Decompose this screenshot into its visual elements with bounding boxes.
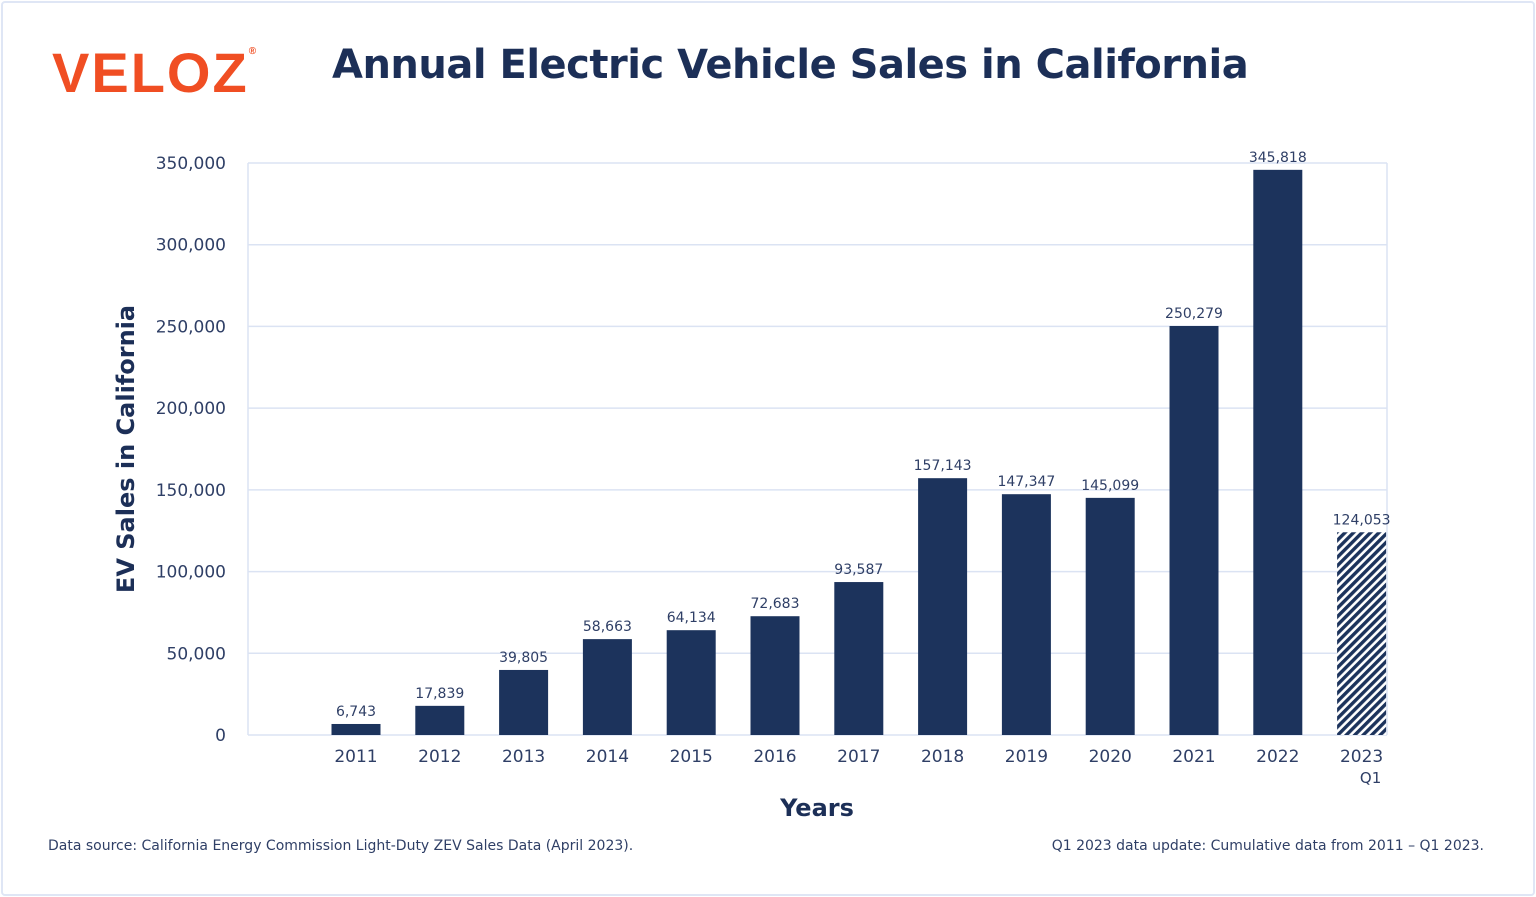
y-tick-label: 300,000 [156, 236, 226, 256]
x-tick-label: 2023 [1340, 747, 1383, 767]
x-tick-label: 2022 [1256, 747, 1299, 767]
value-label: 147,347 [997, 474, 1055, 490]
bar-2013 [499, 669, 549, 735]
y-tick-label: 0 [215, 726, 226, 746]
value-label: 64,134 [667, 610, 716, 626]
x-tick-label: 2021 [1172, 747, 1215, 767]
value-label: 124,053 [1333, 512, 1391, 528]
bar-2020 [1085, 497, 1135, 735]
value-label: 6,743 [336, 704, 376, 720]
chart-title: Annual Electric Vehicle Sales in Califor… [332, 42, 1249, 88]
logo-mark: ® [248, 46, 259, 57]
x-tick-label: 2016 [753, 747, 796, 767]
y-tick-label: 250,000 [156, 317, 226, 337]
value-label: 145,099 [1081, 478, 1139, 494]
bar-2014 [582, 639, 632, 735]
value-label: 345,818 [1249, 150, 1307, 166]
value-label: 72,683 [751, 596, 800, 612]
x-axis-title: Years [779, 794, 854, 822]
y-tick-label: 200,000 [156, 399, 226, 419]
x-tick-label: 2014 [586, 747, 629, 767]
bar-2011 [331, 723, 381, 735]
y-tick-label: 100,000 [156, 563, 226, 583]
x-tick-sublabel: Q1 [1360, 769, 1381, 787]
x-tick-label: 2017 [837, 747, 880, 767]
data-source-note: Data source: California Energy Commissio… [48, 838, 634, 854]
bar-2023 [1337, 532, 1387, 735]
bar-2022 [1253, 169, 1303, 735]
veloz-logo: VELOZ® [52, 40, 258, 105]
bar-2019 [1001, 494, 1051, 735]
value-label: 157,143 [914, 458, 972, 474]
y-tick-label: 350,000 [156, 154, 226, 174]
x-tick-label: 2015 [670, 747, 713, 767]
bar-2017 [834, 582, 884, 735]
x-tick-label: 2011 [334, 747, 377, 767]
y-tick-label: 150,000 [156, 481, 226, 501]
bar-2016 [750, 616, 800, 735]
x-tick-label: 2018 [921, 747, 964, 767]
y-tick-label: 50,000 [167, 644, 226, 664]
x-tick-label: 2019 [1005, 747, 1048, 767]
bar-2018 [918, 478, 968, 735]
x-tick-label: 2012 [418, 747, 461, 767]
value-label: 39,805 [499, 650, 548, 666]
value-label: 250,279 [1165, 306, 1223, 322]
value-label: 93,587 [834, 562, 883, 578]
bar-2012 [415, 705, 465, 735]
value-label: 58,663 [583, 619, 632, 635]
bar-2015 [666, 630, 716, 735]
x-tick-label: 2020 [1089, 747, 1132, 767]
update-note: Q1 2023 data update: Cumulative data fro… [1051, 838, 1484, 854]
value-label: 17,839 [415, 686, 464, 702]
bar-2021 [1169, 325, 1219, 735]
logo-text: VELOZ [52, 41, 249, 104]
x-tick-label: 2013 [502, 747, 545, 767]
y-axis-title: EV Sales in California [112, 305, 140, 593]
